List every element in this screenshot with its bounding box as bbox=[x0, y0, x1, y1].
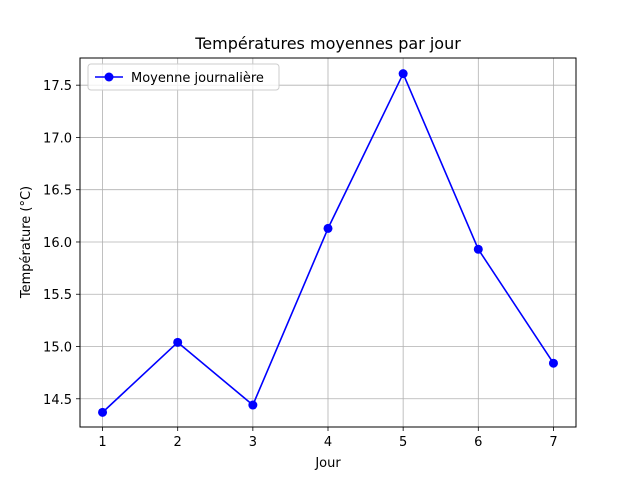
chart-title: Températures moyennes par jour bbox=[194, 34, 461, 53]
x-tick-label: 5 bbox=[399, 435, 407, 450]
legend-marker-sample bbox=[104, 72, 114, 82]
y-tick-label: 14.5 bbox=[43, 393, 72, 408]
y-tick-label: 15.5 bbox=[43, 288, 72, 303]
y-axis-ticks: 14.5 15.0 15.5 16.0 16.5 17.0 17.5 bbox=[43, 79, 80, 408]
x-tick-label: 4 bbox=[324, 435, 332, 450]
legend-entry-label: Moyenne journalière bbox=[131, 71, 264, 86]
data-point bbox=[248, 400, 258, 410]
data-point bbox=[398, 69, 408, 79]
x-axis-ticks: 1 2 3 4 5 6 7 bbox=[98, 427, 558, 450]
x-tick-label: 1 bbox=[98, 435, 106, 450]
x-tick-label: 2 bbox=[174, 435, 182, 450]
x-tick-label: 7 bbox=[549, 435, 557, 450]
x-tick-label: 3 bbox=[249, 435, 257, 450]
data-point bbox=[548, 358, 558, 368]
data-point bbox=[98, 407, 108, 417]
series-layer bbox=[98, 69, 558, 417]
x-axis-label: Jour bbox=[314, 456, 341, 471]
x-tick-label: 6 bbox=[474, 435, 482, 450]
data-point bbox=[473, 244, 483, 254]
legend: Moyenne journalière bbox=[87, 63, 280, 91]
y-axis-label: Température (°C) bbox=[19, 186, 34, 299]
y-tick-label: 17.0 bbox=[43, 131, 72, 146]
y-tick-label: 16.5 bbox=[43, 184, 72, 199]
data-point bbox=[173, 337, 183, 347]
legend-box bbox=[87, 63, 280, 91]
y-tick-label: 15.0 bbox=[43, 341, 72, 356]
data-point bbox=[323, 223, 333, 233]
y-tick-label: 16.0 bbox=[43, 236, 72, 251]
grid bbox=[80, 58, 576, 427]
y-tick-label: 17.5 bbox=[43, 79, 72, 94]
